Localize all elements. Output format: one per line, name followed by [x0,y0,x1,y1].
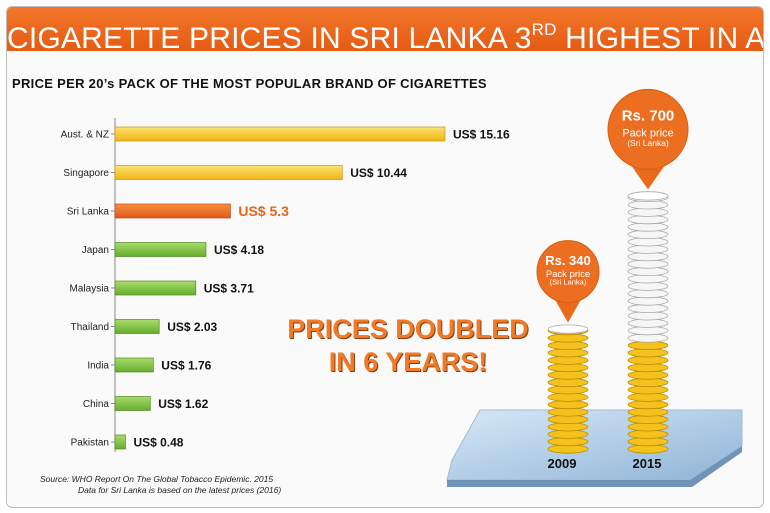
coin-stack-2009 [547,324,589,454]
stack-platform-edge [447,446,742,487]
bar-thailand [114,319,160,334]
bar-india [114,357,154,373]
value-label: US$ 5.3 [238,203,289,219]
bar-sri-lanka [114,203,231,219]
pin-circle [536,240,600,304]
callout-line-1: PRICES DOUBLED [287,314,529,344]
category-label: China [83,399,110,410]
category-label: Singapore [63,168,109,179]
chart-title: PRICE PER 20’s PACK OF THE MOST POPULAR … [12,76,487,91]
category-label: Malaysia [70,284,110,295]
category-label: Sri Lanka [67,207,110,218]
banner-title-end: HIGHEST IN ASIA! [565,22,764,55]
category-label: Aust. & NZ [61,130,109,141]
value-label: US$ 1.76 [161,359,211,373]
year-label: 2015 [633,456,662,471]
value-label: US$ 4.18 [214,243,264,257]
pin-country: (Sri Lanka) [550,278,587,287]
bar-china [114,396,151,411]
bar-singapore [114,165,343,180]
value-label: US$ 3.71 [204,282,254,296]
pin-pointer [631,165,665,190]
pin-country: (Sri Lanka) [627,138,669,148]
pin-price: Rs. 340 [545,253,591,268]
pin-pointer [554,299,582,323]
bar-pakistan [114,434,126,450]
bar-aust-nz [114,126,446,142]
prices-doubled-callout: PRICES DOUBLED IN 6 YEARS! [282,313,534,379]
banner-title: CIGARETTE PRICES IN SRI LANKA 3 [7,22,532,55]
source-line-1: Source: WHO Report On The Global Tobacco… [40,474,274,484]
stack-platform [446,409,743,481]
banner: CIGARETTE PRICES IN SRI LANKA 3RD HIGHES… [7,7,763,55]
category-label: India [87,361,109,372]
value-label: US$ 0.48 [133,436,183,450]
category-label: Thailand [71,322,109,333]
pin-sub-label: Pack price [622,128,673,140]
source-line-2: Data for Sri Lanka is based on the lates… [78,485,282,495]
value-label: US$ 1.62 [158,397,208,411]
banner-title-superscript: RD [531,20,557,39]
category-label: Pakistan [71,438,109,449]
bar-japan [114,242,207,257]
callout-line-2: IN 6 YEARS! [328,347,488,377]
value-label: US$ 2.03 [167,320,217,334]
category-label: Japan [82,245,109,256]
coin-stack-2015 [627,191,669,454]
coin-top [627,191,669,201]
pin-price: Rs. 700 [622,108,675,125]
value-label: US$ 10.44 [350,166,407,180]
bar-malaysia [114,280,197,296]
coin-top [547,324,589,334]
pin-sub-label: Pack price [546,269,590,280]
value-label: US$ 15.16 [453,128,510,142]
year-label: 2009 [548,456,577,471]
price-pin-2015: Rs. 700 Pack price(Sri Lanka) [607,88,689,190]
pin-circle [607,88,689,170]
source-note: Source: WHO Report On The Global Tobacco… [40,474,281,496]
